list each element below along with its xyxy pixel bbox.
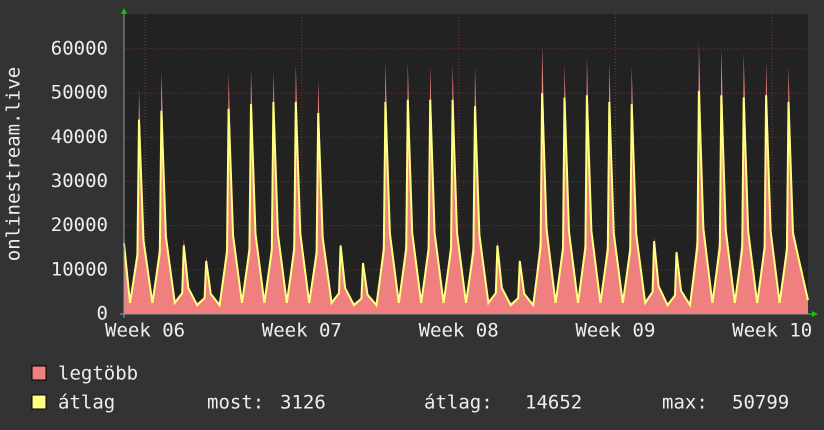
x-tick-label: Week 10 [732,320,812,342]
stat-label: max: [662,392,708,414]
stat-value: 14652 [525,392,582,414]
stat-value: 50799 [732,392,789,414]
y-tick-label: 0 [97,303,108,325]
y-axis-label: onlinestream.live [3,67,25,261]
legend-label: legtöbb [58,363,138,385]
x-tick-label: Week 08 [419,320,499,342]
x-tick-label: Week 09 [575,320,655,342]
plot-area [124,14,808,314]
marks [123,42,809,315]
y-tick-label: 10000 [51,258,108,280]
stat-value: 3126 [280,392,326,414]
y-tick-label: 30000 [51,170,108,192]
y-tick-label: 50000 [51,82,108,104]
x-tick-label: Week 06 [105,320,185,342]
y-tick-label: 20000 [51,214,108,236]
y-arrow [121,8,127,14]
stat-label: most: [207,392,264,414]
stat-label: átlag: [424,392,493,414]
legend-swatch [31,365,47,381]
x-arrow [812,311,818,317]
legend-swatch [31,394,47,410]
y-tick-label: 40000 [51,126,108,148]
x-tick-label: Week 07 [262,320,342,342]
legend-label: átlag [58,392,115,414]
stats: most: 3126 átlag: 14652 max: 50799 [207,392,789,414]
line [123,90,809,309]
y-tick-label: 60000 [51,37,108,59]
